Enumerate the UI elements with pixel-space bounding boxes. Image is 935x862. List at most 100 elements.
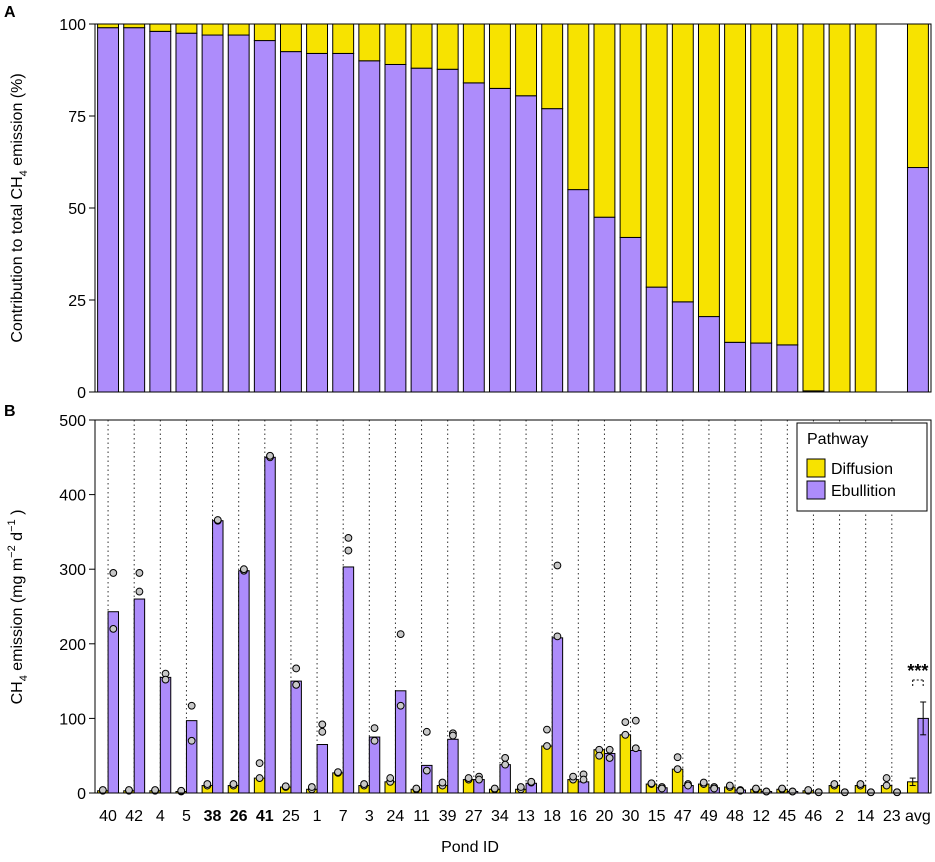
panel-b-point-ebullition-30 (631, 744, 640, 753)
panel-a-y-tick-label: 25 (68, 293, 86, 310)
panel-b-point-diffusion-47 (673, 765, 682, 774)
panel-b-vertical-gridlines (107, 420, 893, 793)
panel-b-point-ebullition-24 (396, 701, 405, 710)
panel-a-bar-diffusion-15 (645, 23, 668, 288)
panel-b-point-diffusion-3 (360, 780, 368, 788)
panel-b-x-tick-label-49: 49 (700, 808, 718, 825)
panel-b-point-diffusion-14 (856, 780, 865, 788)
panel-b-bar-ebullition-7 (342, 566, 355, 794)
panel-a-label: A (4, 4, 16, 21)
panel-a: A Contribution to total CH4 emission (%)… (4, 4, 932, 402)
legend-entries: Diffusion Ebullition (806, 458, 896, 500)
panel-a-bar-ebullition-13 (515, 95, 538, 393)
panel-b-point-diffusion-23 (882, 774, 891, 782)
panel-b-point-ebullition-48 (736, 786, 745, 795)
panel-b-bar-ebullition-18 (551, 637, 564, 794)
panel-b-bar-diffusion-18 (541, 745, 553, 794)
panel-b-bar-diffusion-30 (619, 734, 632, 794)
panel-b-points (98, 451, 901, 797)
panel-b-y-tick-label: 500 (59, 413, 86, 430)
panel-b-significance: *** (907, 661, 928, 688)
panel-a-y-axis-label: Contribution to total CH4 emission (%) (9, 73, 30, 342)
panel-a-bar-diffusion-39 (436, 23, 459, 70)
panel-a-bar-diffusion-41 (253, 23, 276, 42)
panel-b-x-tick-label-4: 4 (156, 808, 165, 825)
panel-b-point-ebullition-20 (605, 754, 614, 762)
panel-b-point-ebullition-7 (344, 546, 353, 555)
panel-b-point-ebullition-1 (318, 727, 327, 736)
panel-b-x-tick-label-25: 25 (282, 808, 300, 825)
panel-b-bar-ebullition-3 (368, 736, 381, 794)
panel-b-point-ebullition-26 (240, 565, 248, 574)
panel-b-point-diffusion-41 (255, 774, 264, 782)
legend-title: Pathway (807, 431, 868, 448)
panel-b-point-ebullition-47 (684, 781, 692, 790)
panel-b-point-diffusion-30 (621, 730, 630, 739)
panel-b-point-ebullition-38 (213, 516, 222, 524)
panel-b-x-tick-label-14: 14 (857, 808, 875, 825)
panel-b-point-ebullition-42 (135, 587, 144, 596)
panel-b-x-axis-label: Pond ID (441, 839, 499, 856)
panel-b-point-diffusion-18 (543, 742, 551, 750)
panel-b-bar-ebullition-26 (238, 570, 250, 794)
panel-a-bar-diffusion-45 (776, 23, 799, 346)
panel-b-x-tick-label-1: 1 (313, 808, 322, 825)
panel-b-point-ebullition-15 (658, 784, 666, 793)
panel-b-point-ebullition-12 (762, 787, 771, 796)
panel-b-x-tick-label-15: 15 (648, 808, 666, 825)
panel-a-bar-ebullition-30 (619, 236, 642, 393)
panel-b-x-tick-label-16: 16 (569, 808, 587, 825)
panel-b-point-diffusion-24 (386, 774, 395, 782)
panel-b-point-diffusion-12 (752, 784, 760, 793)
panel-a-bar-diffusion-48 (724, 23, 747, 343)
panel-b-point-ebullition-34 (501, 754, 510, 762)
panel-b-y-tick-label: 400 (59, 488, 86, 505)
panel-a-bar-ebullition-42 (123, 27, 146, 393)
panel-b-x-tick-label-18: 18 (543, 808, 561, 825)
panel-a-y-tick-label: 0 (77, 385, 86, 402)
panel-b-bar-ebullition-30 (630, 749, 642, 794)
panel-b-point-diffusion-38 (203, 780, 212, 788)
panel-a-bar-ebullition-40 (97, 27, 120, 393)
panel-a-bar-diffusion-5 (175, 23, 198, 34)
panel-a-bar-ebullition-20 (593, 216, 616, 393)
panel-a-bar-ebullition-3 (358, 60, 381, 393)
panel-b-x-tick-label-avg: avg (905, 808, 931, 825)
panel-b-x-tick-label-45: 45 (778, 808, 796, 825)
panel-b-point-diffusion-2 (830, 780, 839, 788)
panel-a-y-tick-label: 50 (68, 201, 86, 218)
legend-swatch-diffusion (806, 458, 826, 478)
panel-b-point-diffusion-1 (307, 783, 316, 791)
panel-b-point-diffusion-45 (778, 784, 786, 793)
panel-b-bar-ebullition-5 (185, 720, 198, 794)
panel-b-x-tick-label-39: 39 (439, 808, 457, 825)
panel-a-bar-ebullition-38 (201, 34, 224, 393)
panel-a-bar-ebullition-11 (410, 67, 433, 393)
panel-b-point-ebullition-5 (187, 701, 196, 710)
panel-b-point-diffusion-25 (281, 782, 290, 791)
panel-b-point-ebullition-20 (605, 745, 614, 754)
panel-a-bar-diffusion-4 (149, 23, 172, 32)
panel-b-point-diffusion-40 (98, 786, 107, 794)
panel-b-x-tick-label-26: 26 (230, 808, 248, 825)
panel-b-bar-ebullition-41 (264, 456, 276, 794)
panel-b-point-ebullition-13 (527, 777, 536, 786)
panel-a-bar-ebullition-12 (750, 342, 773, 393)
panel-a-bar-ebullition-41 (253, 40, 276, 393)
panel-b-point-diffusion-39 (438, 778, 447, 787)
panel-a-bars (97, 23, 929, 393)
panel-a-bar-ebullition-25 (279, 51, 302, 393)
panel-b-x-tick-label-47: 47 (674, 808, 692, 825)
panel-b-x-tick-label-46: 46 (805, 808, 823, 825)
panel-b-point-ebullition-49 (710, 784, 719, 793)
panel-b-y-ticks: 0 100 200 300 400 500 (59, 413, 95, 803)
panel-b-point-diffusion-13 (516, 783, 525, 791)
panel-a-bar-diffusion-18 (541, 23, 564, 110)
panel-a-bar-ebullition-27 (462, 82, 485, 393)
panel-b-bar-ebullition-39 (447, 738, 459, 794)
panel-a-bar-diffusion-7 (332, 23, 355, 54)
panel-a-bar-ebullition-26 (227, 34, 250, 393)
panel-b-bar-ebullition-1 (316, 744, 329, 794)
panel-b-point-ebullition-4 (161, 675, 170, 684)
